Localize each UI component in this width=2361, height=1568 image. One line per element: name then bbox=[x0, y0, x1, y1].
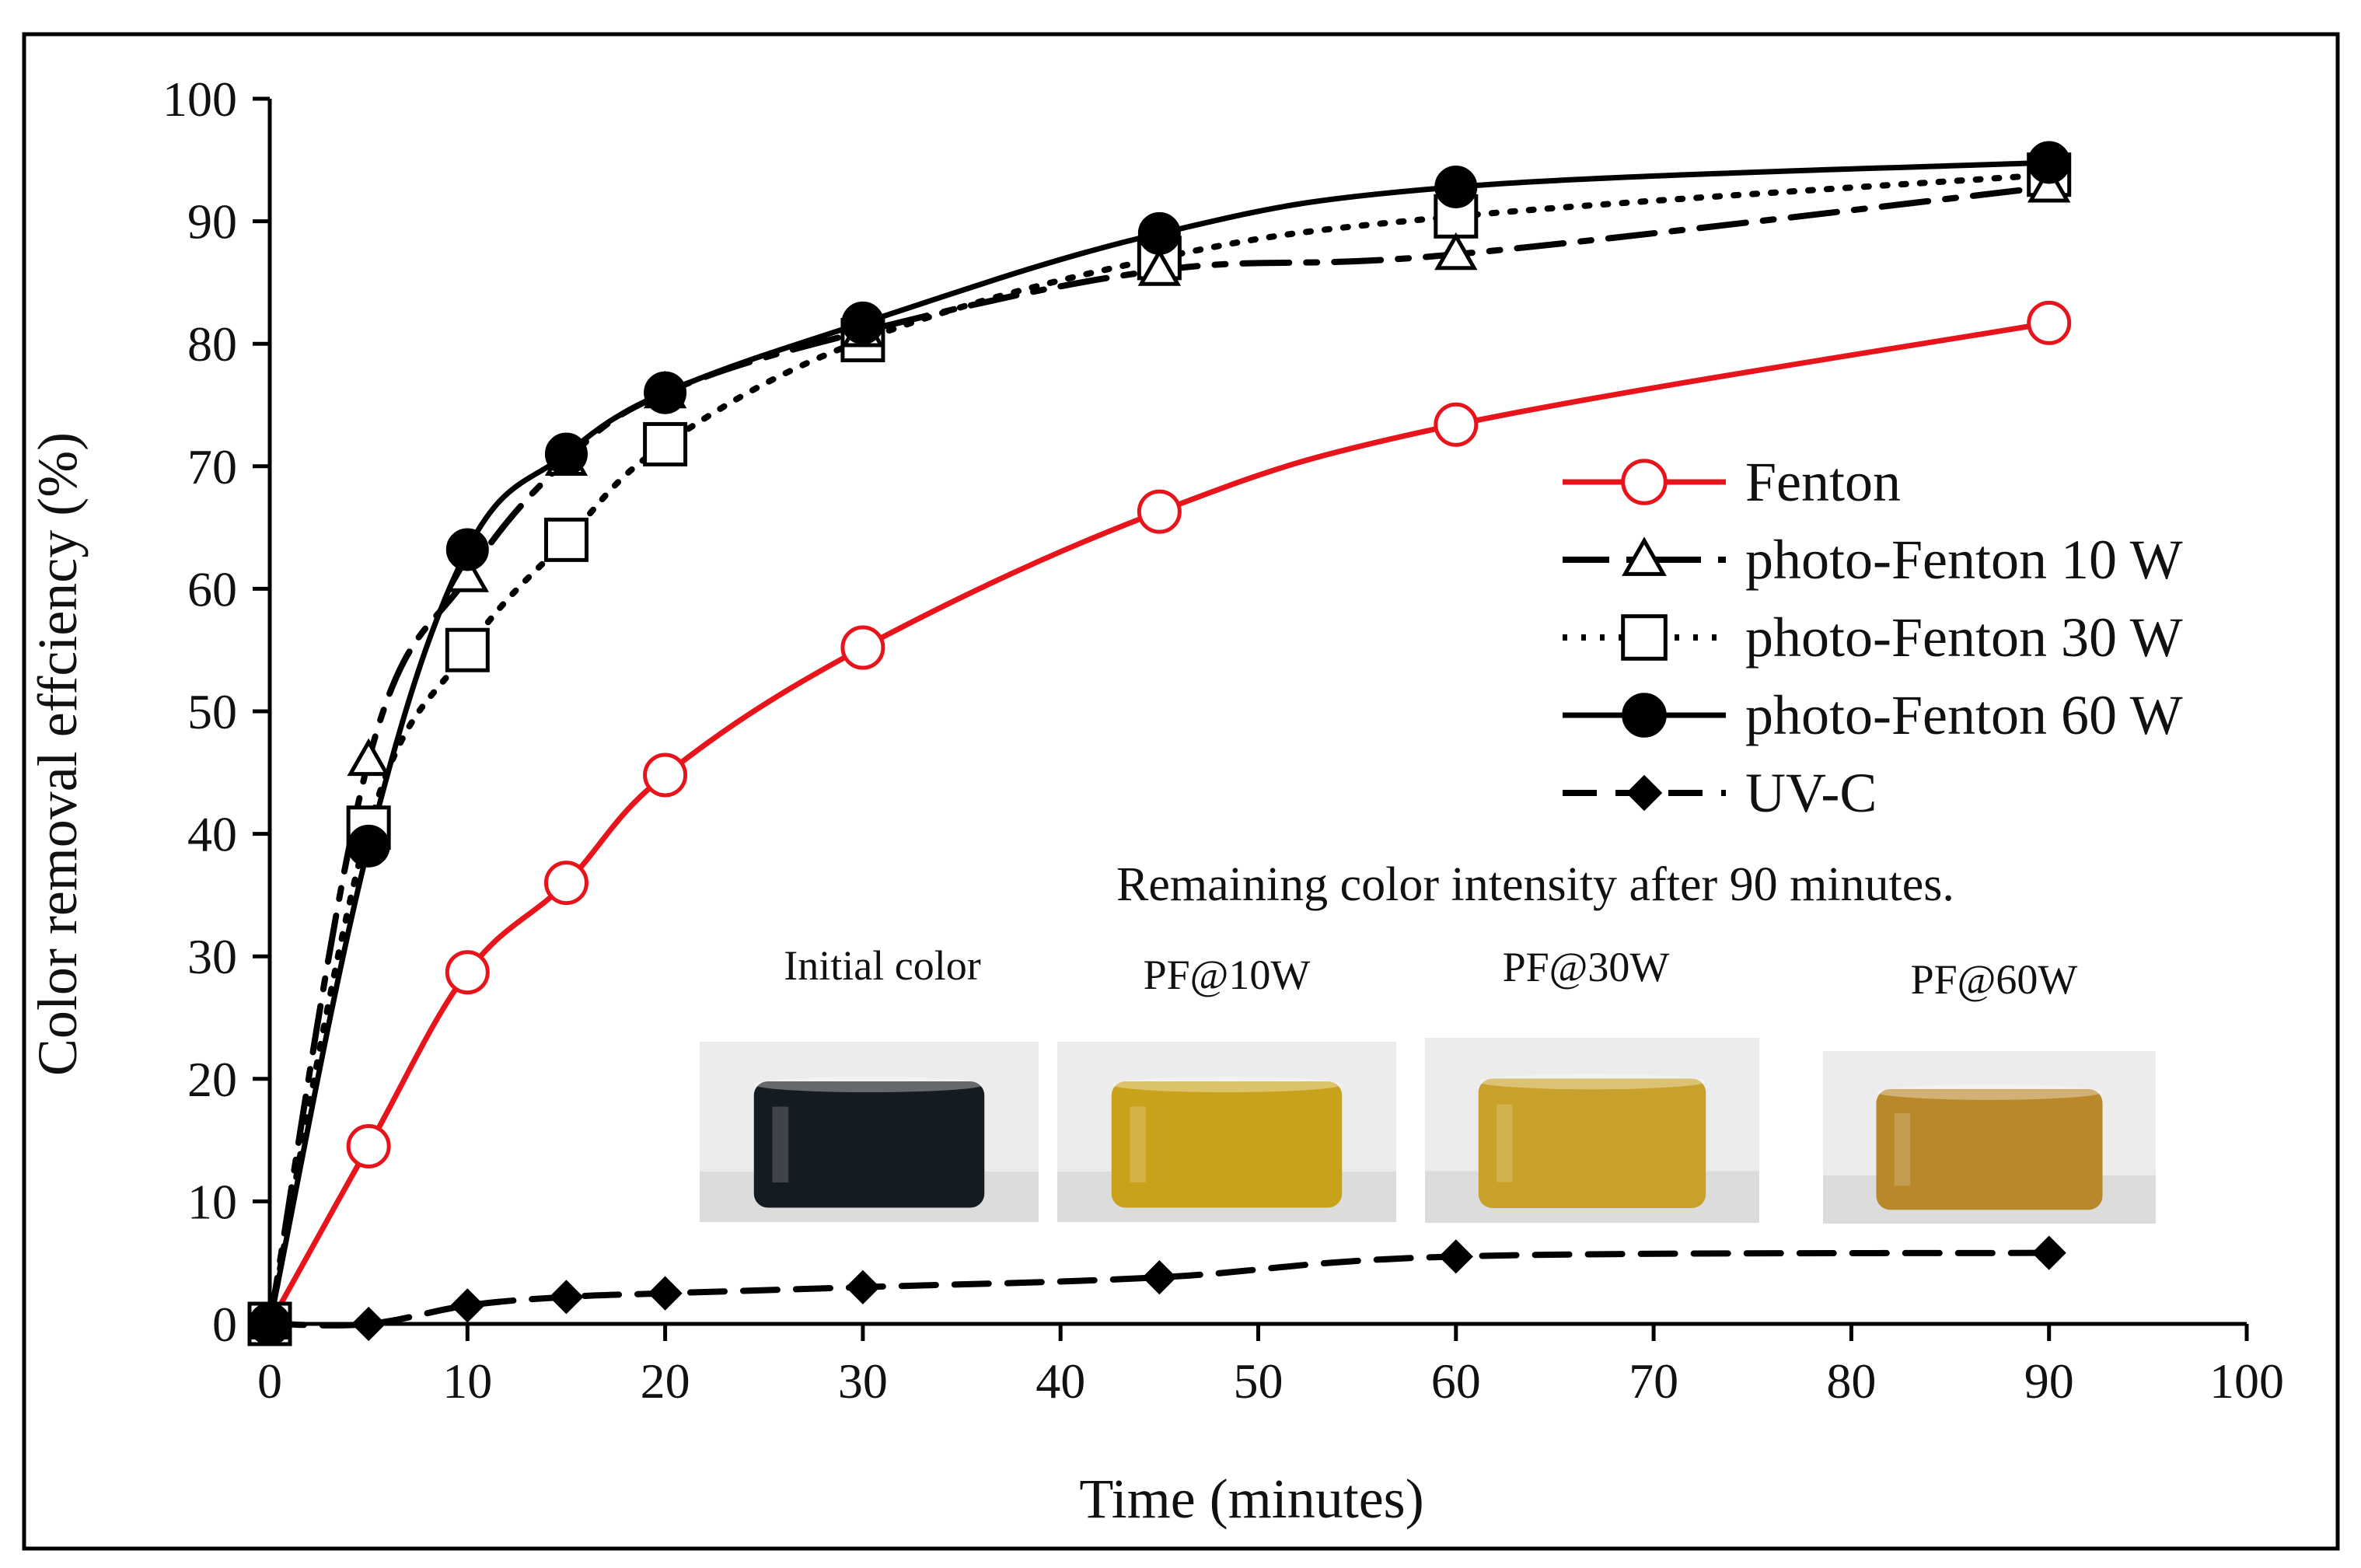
legend-marker-0 bbox=[1621, 459, 1668, 505]
figure-border bbox=[22, 32, 2340, 1551]
legend-label-1: photo-Fenton 10 W bbox=[1745, 529, 2183, 591]
data-point-s0-7 bbox=[1434, 402, 1479, 447]
data-point-s4-5 bbox=[845, 1269, 880, 1304]
data-point-s1-7 bbox=[1434, 232, 1478, 271]
beaker-rim-2 bbox=[1478, 1074, 1706, 1090]
data-point-s3-1 bbox=[347, 824, 390, 868]
y-tick-label-70: 70 bbox=[187, 439, 237, 494]
x-tick-label-0: 0 bbox=[257, 1353, 282, 1409]
x-axis-title: Time (minutes) bbox=[1079, 1468, 1423, 1530]
data-point-s3-5 bbox=[841, 301, 885, 344]
beaker-highlight-2 bbox=[1497, 1104, 1513, 1182]
legend-marker-4 bbox=[1626, 774, 1663, 812]
beaker-highlight-3 bbox=[1894, 1112, 1911, 1186]
inset-title: Remaining color intensity after 90 minut… bbox=[1116, 858, 1954, 911]
x-tick-label-70: 70 bbox=[1629, 1353, 1678, 1409]
legend-marker-2 bbox=[1621, 614, 1668, 661]
data-point-s4-7 bbox=[1438, 1239, 1473, 1274]
data-point-s4-8 bbox=[2031, 1235, 2066, 1270]
x-tick-label-100: 100 bbox=[2209, 1353, 2284, 1409]
data-point-s3-2 bbox=[445, 528, 489, 571]
data-point-s3-7 bbox=[1434, 165, 1478, 208]
data-point-s4-4 bbox=[648, 1276, 683, 1311]
data-point-s1-2 bbox=[445, 554, 490, 592]
data-point-s0-8 bbox=[2027, 300, 2072, 345]
beaker-liquid-1 bbox=[1111, 1081, 1343, 1208]
photo-label-2: PF@30W bbox=[1503, 944, 1670, 990]
y-tick-label-10: 10 bbox=[187, 1174, 237, 1229]
beaker-highlight-0 bbox=[772, 1106, 789, 1182]
y-tick-label-50: 50 bbox=[187, 684, 237, 739]
y-tick-label-60: 60 bbox=[187, 561, 237, 616]
x-tick-label-40: 40 bbox=[1036, 1353, 1085, 1409]
beaker-liquid-0 bbox=[753, 1081, 985, 1208]
data-point-s0-2 bbox=[445, 950, 490, 995]
data-point-s3-4 bbox=[644, 371, 687, 414]
beaker-rim-0 bbox=[753, 1077, 985, 1093]
series-markers bbox=[247, 141, 2072, 1346]
data-point-s4-3 bbox=[549, 1280, 584, 1315]
beaker-liquid-3 bbox=[1876, 1088, 2103, 1210]
y-tick-label-0: 0 bbox=[212, 1297, 237, 1352]
data-point-s3-0 bbox=[248, 1302, 292, 1346]
x-tick-label-90: 90 bbox=[2024, 1353, 2074, 1409]
x-tick-label-60: 60 bbox=[1431, 1353, 1481, 1409]
beaker-highlight-1 bbox=[1130, 1106, 1147, 1182]
y-tick-label-90: 90 bbox=[187, 194, 237, 250]
data-point-s0-4 bbox=[643, 753, 688, 798]
data-point-s2-3 bbox=[543, 517, 589, 562]
x-tick-label-80: 80 bbox=[1826, 1353, 1876, 1409]
legend-label-2: photo-Fenton 30 W bbox=[1745, 606, 2183, 669]
legend-marker-3 bbox=[1622, 693, 1667, 738]
data-point-s2-2 bbox=[445, 627, 490, 672]
photo-label-0: Initial color bbox=[784, 942, 980, 989]
data-point-s4-6 bbox=[1142, 1260, 1177, 1295]
x-tick-label-30: 30 bbox=[838, 1353, 888, 1409]
data-point-s0-1 bbox=[346, 1123, 391, 1168]
legend-marker-1 bbox=[1622, 536, 1667, 576]
y-axis-title: Color removal effciency (%) bbox=[26, 432, 89, 1076]
beaker-rim-3 bbox=[1876, 1084, 2103, 1100]
data-point-s0-6 bbox=[1137, 489, 1182, 534]
data-point-s1-8 bbox=[2027, 165, 2071, 203]
legend-label-0: Fenton bbox=[1745, 451, 1901, 513]
data-point-s3-6 bbox=[1137, 211, 1181, 255]
y-tick-label-80: 80 bbox=[187, 316, 237, 372]
data-point-s1-1 bbox=[347, 738, 390, 777]
y-tick-label-100: 100 bbox=[162, 72, 237, 127]
data-point-s2-4 bbox=[643, 421, 688, 466]
photo-label-1: PF@10W bbox=[1144, 952, 1311, 998]
data-point-s4-2 bbox=[450, 1288, 485, 1323]
y-tick-label-40: 40 bbox=[187, 807, 237, 862]
beaker-liquid-2 bbox=[1478, 1078, 1706, 1208]
y-tick-label-20: 20 bbox=[187, 1052, 237, 1107]
x-tick-label-50: 50 bbox=[1234, 1353, 1284, 1409]
y-tick-label-30: 30 bbox=[187, 929, 237, 984]
series-line-0 bbox=[267, 320, 2052, 1327]
x-tick-label-10: 10 bbox=[442, 1353, 492, 1409]
axes-group: 0 10 20 30 40 50 60 70 80 90 100 0 10 20 30 40 50 60 70 80 9… bbox=[162, 72, 2284, 1409]
x-tick-label-20: 20 bbox=[641, 1353, 690, 1409]
legend: Fenton photo-Fenton 10 W photo-Fenton 30 W… bbox=[1563, 451, 2183, 824]
data-point-s0-3 bbox=[543, 861, 589, 906]
data-point-s1-6 bbox=[1137, 248, 1182, 286]
data-point-s0-5 bbox=[840, 625, 885, 670]
data-point-s4-1 bbox=[351, 1306, 386, 1342]
beaker-rim-1 bbox=[1111, 1077, 1343, 1093]
legend-label-4: UV-C bbox=[1745, 762, 1877, 824]
photo-inset: Remaining color intensity after 90 minut… bbox=[700, 858, 2156, 1224]
data-point-s3-8 bbox=[2027, 141, 2071, 184]
photo-label-3: PF@60W bbox=[1911, 956, 2078, 1003]
legend-label-3: photo-Fenton 60 W bbox=[1745, 684, 2183, 746]
data-point-s3-3 bbox=[544, 432, 588, 476]
